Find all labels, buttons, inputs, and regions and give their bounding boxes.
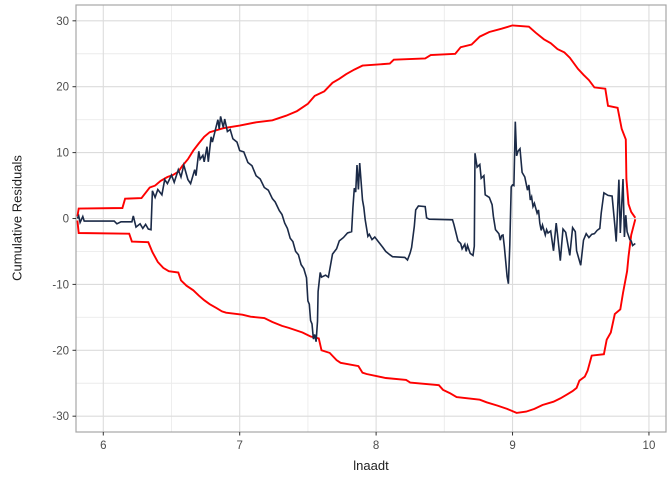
confidence-envelope-lower-line xyxy=(76,218,637,414)
y-tick-label: 20 xyxy=(56,82,69,94)
y-tick-label: 10 xyxy=(56,148,69,160)
x-tick-label: 9 xyxy=(509,440,515,452)
x-tick-label: 6 xyxy=(100,440,106,452)
y-tick-label: -10 xyxy=(52,279,69,291)
x-tick-label: 10 xyxy=(643,440,656,452)
confidence-envelope-upper-line xyxy=(76,24,637,219)
cumulative-residual-process-line xyxy=(76,116,636,342)
y-tick-label: -20 xyxy=(52,345,69,357)
y-tick-label: 30 xyxy=(56,16,69,28)
x-tick-label: 7 xyxy=(236,440,242,452)
y-tick-label: -30 xyxy=(52,411,69,423)
y-tick-label: 0 xyxy=(63,214,69,226)
x-axis-title: lnaadt xyxy=(353,458,389,473)
y-axis-title: Cumulative Residuals xyxy=(9,155,25,281)
x-tick-label: 8 xyxy=(373,440,379,452)
